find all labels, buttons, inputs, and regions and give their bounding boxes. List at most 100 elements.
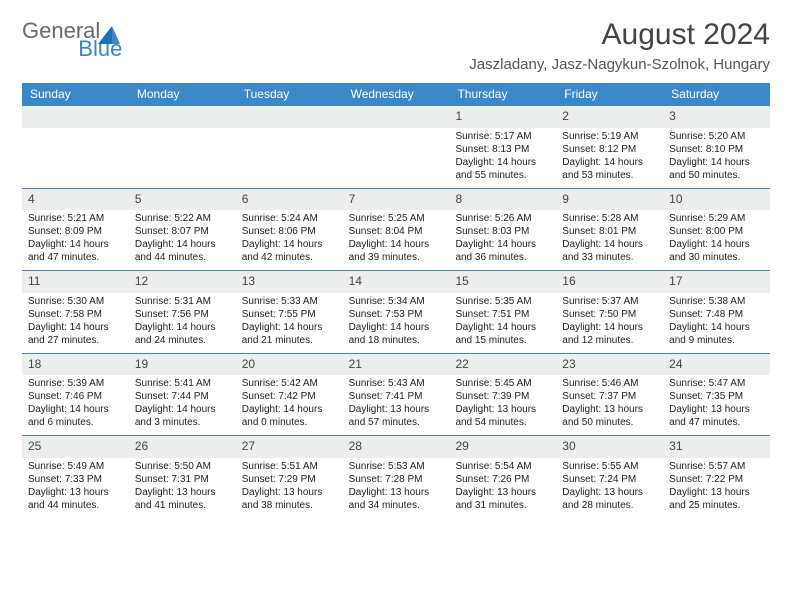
day-detail — [236, 128, 343, 188]
day-line-day2: and 53 minutes. — [562, 169, 657, 182]
day-number-row: 31 — [663, 436, 770, 458]
day-number-row: 4 — [22, 189, 129, 211]
day-number: 25 — [28, 439, 41, 453]
day-detail: Sunrise: 5:41 AMSunset: 7:44 PMDaylight:… — [129, 375, 236, 435]
weekday-header: Monday — [129, 83, 236, 105]
day-line-sunrise: Sunrise: 5:34 AM — [349, 295, 444, 308]
day-line-day1: Daylight: 14 hours — [455, 321, 550, 334]
day-number: 22 — [455, 357, 468, 371]
day-line-sunrise: Sunrise: 5:30 AM — [28, 295, 123, 308]
day-number: 29 — [455, 439, 468, 453]
week-row: 11 Sunrise: 5:30 AMSunset: 7:58 PM Dayligh… — [22, 270, 770, 353]
day-line-day2: and 47 minutes. — [28, 251, 123, 264]
day-line-day1: Daylight: 13 hours — [349, 486, 444, 499]
day-line-sunset: Sunset: 7:35 PM — [669, 390, 764, 403]
day-number: 2 — [562, 109, 569, 123]
day-line-sunrise: Sunrise: 5:37 AM — [562, 295, 657, 308]
day-line-sunset: Sunset: 8:12 PM — [562, 143, 657, 156]
day-number-row — [22, 106, 129, 128]
day-number-row: 15 — [449, 271, 556, 293]
week-row: 25 Sunrise: 5:49 AMSunset: 7:33 PMDayligh… — [22, 435, 770, 518]
day-line-sunrise: Sunrise: 5:54 AM — [455, 460, 550, 473]
day-cell — [236, 106, 343, 188]
day-line-sunrise: Sunrise: 5:53 AM — [349, 460, 444, 473]
day-detail: Sunrise: 5:55 AMSunset: 7:24 PMDaylight:… — [556, 458, 663, 518]
day-cell: 11Sunrise: 5:30 AMSunset: 7:58 PMDayligh… — [22, 271, 129, 353]
day-number-row: 6 — [236, 189, 343, 211]
day-cell: 15Sunrise: 5:35 AMSunset: 7:51 PMDayligh… — [449, 271, 556, 353]
weekday-header: Thursday — [449, 83, 556, 105]
day-detail — [343, 128, 450, 188]
day-line-sunset: Sunset: 7:22 PM — [669, 473, 764, 486]
day-cell: 19Sunrise: 5:41 AMSunset: 7:44 PMDayligh… — [129, 354, 236, 436]
day-line-sunrise: Sunrise: 5:49 AM — [28, 460, 123, 473]
day-number: 14 — [349, 274, 362, 288]
day-cell: 13Sunrise: 5:33 AMSunset: 7:55 PMDayligh… — [236, 271, 343, 353]
day-number: 28 — [349, 439, 362, 453]
day-number: 24 — [669, 357, 682, 371]
day-line-sunset: Sunset: 7:46 PM — [28, 390, 123, 403]
day-number-row: 1 — [449, 106, 556, 128]
day-number: 11 — [28, 274, 40, 288]
day-line-sunset: Sunset: 7:37 PM — [562, 390, 657, 403]
day-line-day2: and 24 minutes. — [135, 334, 230, 347]
day-detail: Sunrise: 5:42 AMSunset: 7:42 PMDaylight:… — [236, 375, 343, 435]
day-line-sunset: Sunset: 8:00 PM — [669, 225, 764, 238]
day-detail: Sunrise: 5:22 AMSunset: 8:07 PMDaylight:… — [129, 210, 236, 270]
day-detail: Sunrise: 5:21 AMSunset: 8:09 PMDaylight:… — [22, 210, 129, 270]
day-line-sunset: Sunset: 7:53 PM — [349, 308, 444, 321]
day-line-day1: Daylight: 13 hours — [562, 403, 657, 416]
day-line-sunset: Sunset: 7:58 PM — [28, 308, 123, 321]
day-line-day2: and 18 minutes. — [349, 334, 444, 347]
day-detail: Sunrise: 5:33 AMSunset: 7:55 PMDaylight:… — [236, 293, 343, 353]
day-line-day1: Daylight: 14 hours — [242, 403, 337, 416]
day-line-sunrise: Sunrise: 5:33 AM — [242, 295, 337, 308]
day-cell: 2Sunrise: 5:19 AMSunset: 8:12 PMDaylight… — [556, 106, 663, 188]
day-number-row: 11 — [22, 271, 129, 293]
day-number — [135, 109, 138, 123]
day-line-sunset: Sunset: 8:06 PM — [242, 225, 337, 238]
day-line-sunrise: Sunrise: 5:45 AM — [455, 377, 550, 390]
day-line-sunset: Sunset: 8:13 PM — [455, 143, 550, 156]
day-line-day1: Daylight: 14 hours — [135, 238, 230, 251]
day-cell: 12Sunrise: 5:31 AMSunset: 7:56 PMDayligh… — [129, 271, 236, 353]
day-number: 17 — [669, 274, 682, 288]
day-line-sunrise: Sunrise: 5:47 AM — [669, 377, 764, 390]
day-cell: 6 Sunrise: 5:24 AMSunset: 8:06 PMDaylight… — [236, 189, 343, 271]
day-number-row: 5 — [129, 189, 236, 211]
day-line-day1: Daylight: 14 hours — [669, 321, 764, 334]
day-line-day1: Daylight: 14 hours — [242, 238, 337, 251]
day-line-day2: and 30 minutes. — [669, 251, 764, 264]
day-number-row: 16 — [556, 271, 663, 293]
day-line-day1: Daylight: 14 hours — [669, 156, 764, 169]
day-line-day1: Daylight: 14 hours — [562, 156, 657, 169]
day-line-day1: Daylight: 13 hours — [669, 486, 764, 499]
day-detail: Sunrise: 5:39 AMSunset: 7:46 PMDaylight:… — [22, 375, 129, 435]
day-number: 20 — [242, 357, 255, 371]
day-line-sunset: Sunset: 7:55 PM — [242, 308, 337, 321]
day-number-row: 30 — [556, 436, 663, 458]
day-line-day2: and 36 minutes. — [455, 251, 550, 264]
day-number: 6 — [242, 192, 249, 206]
day-number: 12 — [135, 274, 148, 288]
day-number: 9 — [562, 192, 569, 206]
day-detail — [129, 128, 236, 188]
day-line-day1: Daylight: 13 hours — [242, 486, 337, 499]
day-number-row: 3 — [663, 106, 770, 128]
day-line-day2: and 55 minutes. — [455, 169, 550, 182]
day-detail: Sunrise: 5:28 AMSunset: 8:01 PMDaylight:… — [556, 210, 663, 270]
day-cell: 1Sunrise: 5:17 AMSunset: 8:13 PMDaylight… — [449, 106, 556, 188]
day-detail: Sunrise: 5:57 AMSunset: 7:22 PMDaylight:… — [663, 458, 770, 518]
day-line-day1: Daylight: 14 hours — [455, 156, 550, 169]
day-line-sunset: Sunset: 8:03 PM — [455, 225, 550, 238]
day-number: 15 — [455, 274, 468, 288]
day-detail: Sunrise: 5:24 AMSunset: 8:06 PMDaylight:… — [236, 210, 343, 270]
day-number-row: 8 — [449, 189, 556, 211]
day-cell: 18Sunrise: 5:39 AMSunset: 7:46 PMDayligh… — [22, 354, 129, 436]
day-number-row: 12 — [129, 271, 236, 293]
day-number: 27 — [242, 439, 255, 453]
day-line-sunset: Sunset: 7:44 PM — [135, 390, 230, 403]
day-detail: Sunrise: 5:49 AMSunset: 7:33 PMDaylight:… — [22, 458, 129, 518]
day-number-row: 23 — [556, 354, 663, 376]
day-cell: 29Sunrise: 5:54 AMSunset: 7:26 PMDayligh… — [449, 436, 556, 518]
